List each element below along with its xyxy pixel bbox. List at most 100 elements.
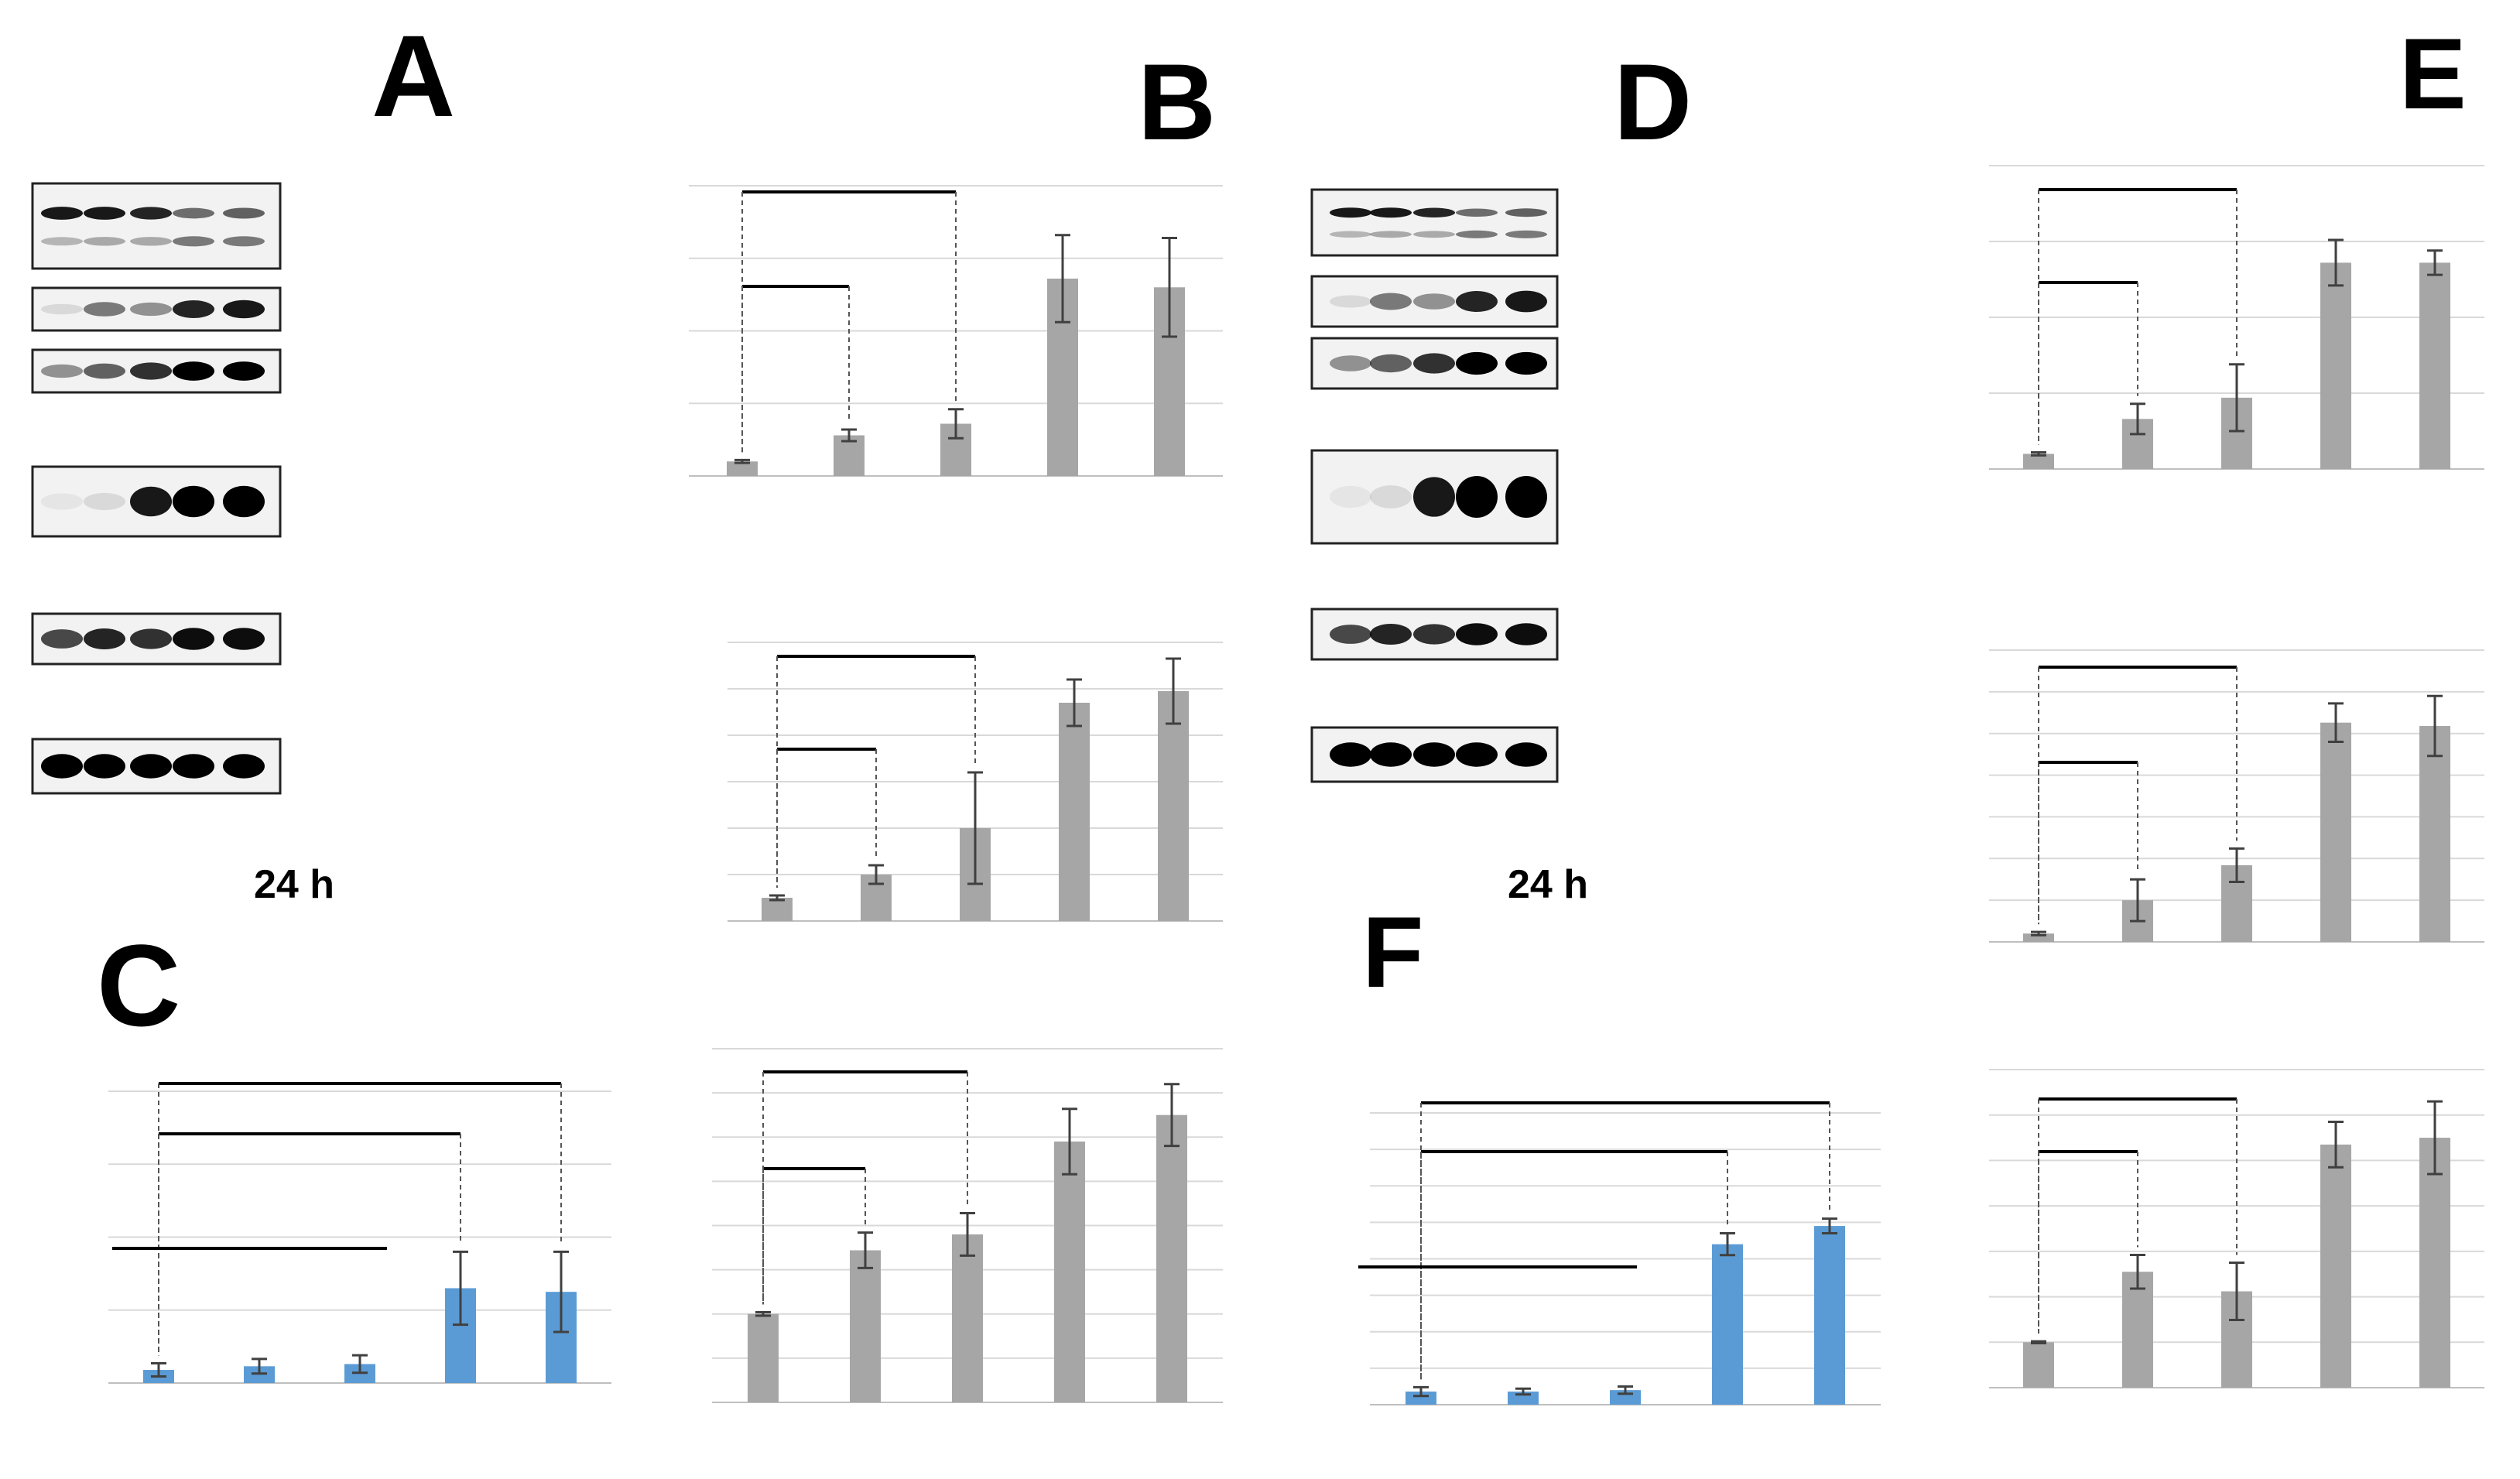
blot-band — [1505, 476, 1547, 518]
blot-band — [1456, 742, 1498, 767]
blot-band — [84, 493, 125, 510]
chart-f — [1358, 1103, 1881, 1405]
blot-band — [1456, 291, 1498, 312]
blot-band — [41, 304, 83, 315]
blot-band — [1456, 231, 1498, 238]
blot-band — [1456, 476, 1498, 518]
blot-band — [41, 754, 83, 779]
panel-letter-f: F — [1362, 895, 1423, 1008]
blot-band — [130, 237, 172, 245]
panel-letter-b: B — [1138, 41, 1216, 163]
blot-band — [223, 300, 265, 319]
blot-band — [84, 364, 125, 379]
blot-band — [173, 361, 214, 381]
blot-band — [223, 754, 265, 779]
bar-RG — [1814, 1226, 1845, 1405]
bar-RG — [1156, 1115, 1187, 1402]
blot-band — [1370, 624, 1412, 645]
blot-band — [1330, 207, 1371, 217]
blot-band — [130, 362, 172, 379]
chart-c — [108, 1084, 611, 1383]
blot-band — [1330, 295, 1371, 307]
blot-band — [130, 628, 172, 649]
chart-b2 — [728, 642, 1223, 921]
blot-panel-box — [1312, 190, 1557, 255]
blot-band — [1330, 625, 1371, 644]
blot-band — [130, 303, 172, 316]
blot-band — [130, 754, 172, 779]
blot-band — [1330, 742, 1371, 767]
blot-band — [223, 236, 265, 246]
bar-N — [2320, 723, 2351, 942]
blot-band — [1413, 353, 1455, 373]
blot-band — [1413, 293, 1455, 309]
blot-band — [41, 493, 83, 509]
chart-e1 — [1989, 166, 2484, 469]
blot-band — [1456, 623, 1498, 645]
blot-band — [130, 207, 172, 219]
bar-N — [1054, 1142, 1085, 1402]
panel-letter-a: A — [371, 11, 455, 141]
figure-canvas: A B C D E F 24 h 24 h — [0, 0, 2520, 1479]
blot-band — [1505, 742, 1547, 767]
panel-letter-e: E — [2399, 17, 2467, 130]
blot-band — [41, 629, 83, 649]
blot-band — [1505, 623, 1547, 645]
blot-band — [1505, 291, 1547, 313]
blot-band — [223, 361, 265, 381]
bar-N — [2320, 1145, 2351, 1388]
bar-N — [2320, 262, 2351, 469]
blot-band — [1330, 486, 1371, 508]
bar-N — [1059, 703, 1090, 921]
time-label-left: 24 h — [254, 862, 334, 907]
blot-band — [173, 754, 214, 779]
blot-band — [1330, 355, 1371, 371]
bar-- — [748, 1314, 779, 1402]
blot-band — [84, 237, 125, 245]
chart-b3 — [712, 1049, 1223, 1402]
blot-band — [1456, 352, 1498, 375]
bar-- — [2023, 1342, 2054, 1388]
blot-band — [1330, 231, 1371, 238]
blot-band — [1456, 208, 1498, 217]
bar-2l — [952, 1234, 983, 1402]
blot-band — [1413, 207, 1455, 217]
blot-band — [1370, 231, 1412, 238]
bar-RG — [1158, 691, 1189, 921]
bar-RG — [2419, 726, 2450, 942]
blot-band — [84, 628, 125, 649]
blot-band — [173, 300, 214, 318]
time-label-right: 24 h — [1508, 862, 1588, 907]
blot-band — [1413, 624, 1455, 644]
blot-band — [223, 628, 265, 650]
blot-band — [1370, 485, 1412, 508]
bar-N — [1712, 1244, 1743, 1405]
blot-band — [1370, 354, 1412, 372]
blot-band — [84, 207, 125, 220]
blot-band — [1413, 477, 1455, 516]
bar-2k — [850, 1250, 881, 1402]
blot-band — [173, 486, 214, 518]
blot-band — [1413, 742, 1455, 767]
bar-RG — [2419, 262, 2450, 469]
blot-band — [1505, 231, 1547, 238]
blot-band — [1505, 208, 1547, 217]
blot-band — [84, 754, 125, 779]
blot-band — [84, 302, 125, 317]
blot-band — [173, 208, 214, 219]
blot-band — [173, 236, 214, 246]
chart-e2 — [1989, 650, 2484, 942]
blot-band — [1505, 352, 1547, 375]
chart-e3 — [1989, 1070, 2484, 1388]
blot-band — [41, 207, 83, 220]
blot-band — [41, 237, 83, 245]
blot-band — [1370, 293, 1412, 310]
blot-band — [130, 487, 172, 516]
blot-band — [1370, 742, 1412, 767]
blot-band — [223, 207, 265, 218]
blot-band — [173, 628, 214, 650]
chart-b1 — [689, 186, 1223, 476]
blot-band — [1413, 231, 1455, 238]
panel-letter-c: C — [97, 920, 180, 1050]
blot-band — [41, 365, 83, 378]
